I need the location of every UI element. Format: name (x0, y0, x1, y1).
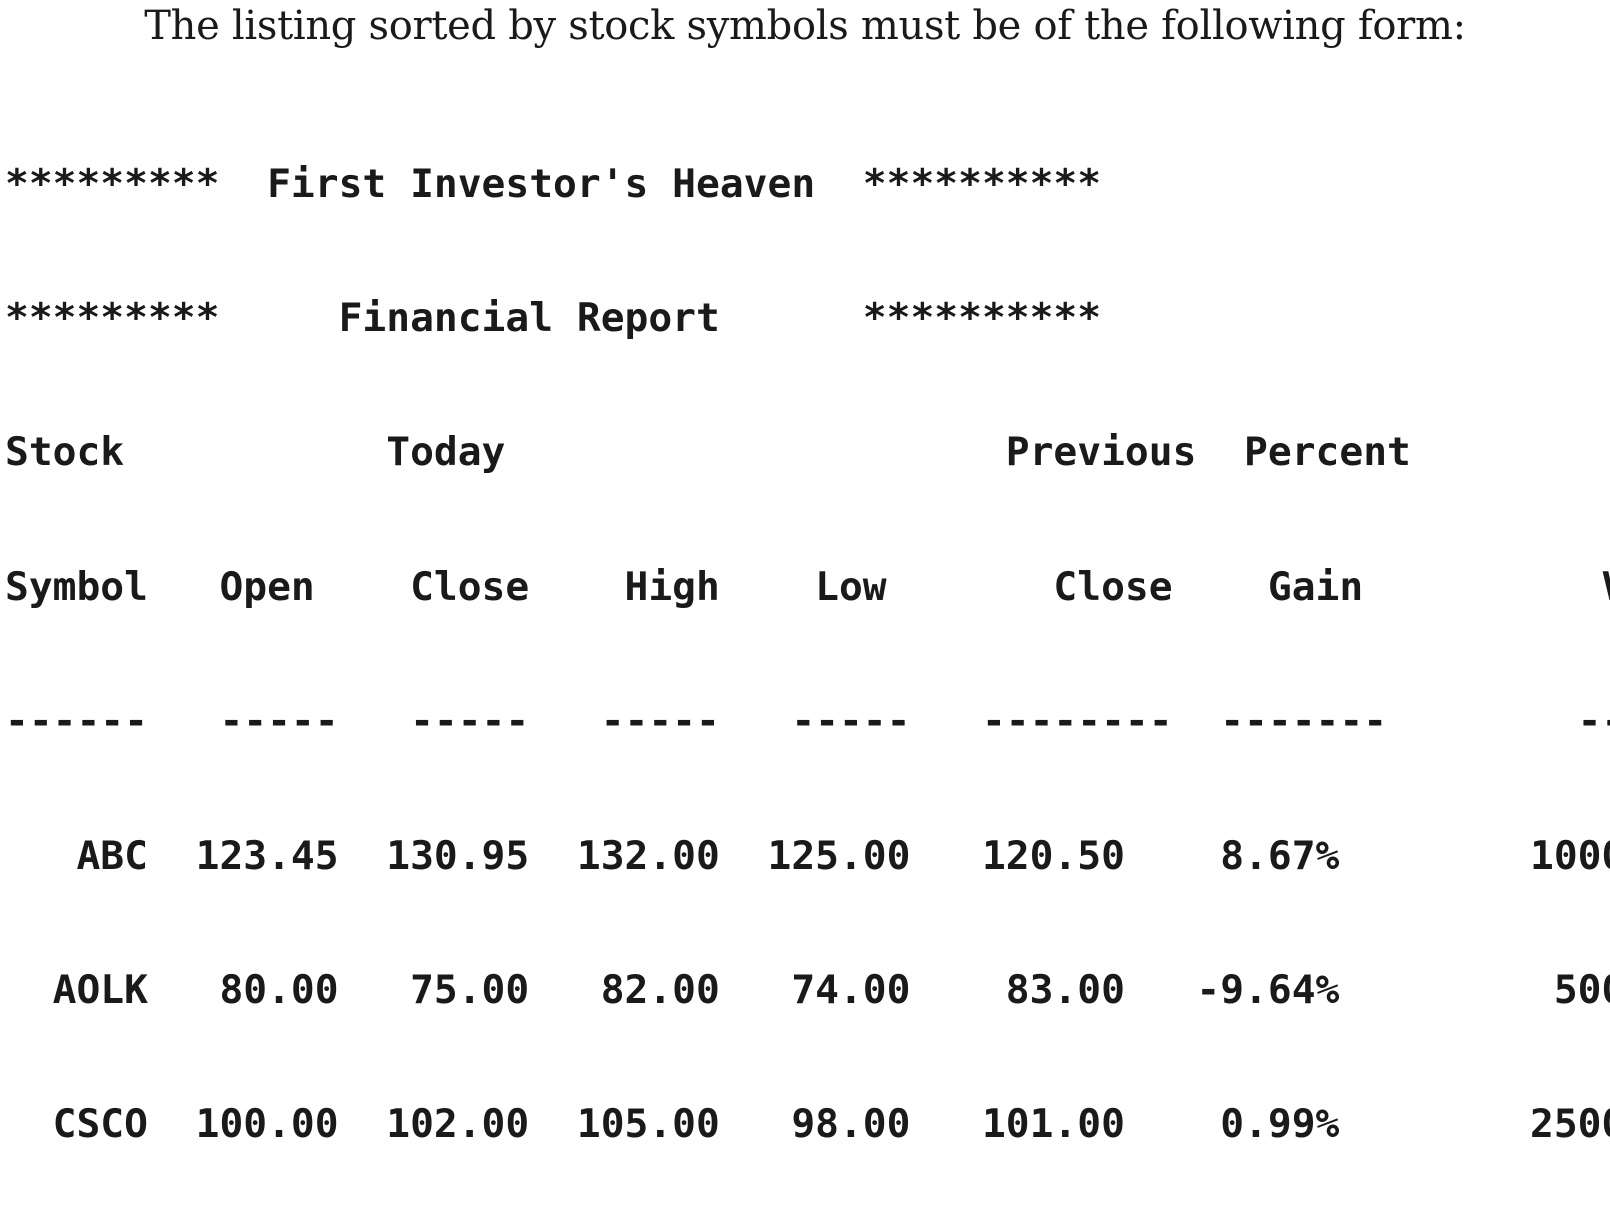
stock-row: ABC 123.45 130.95 132.00 125.00 120.50 8… (5, 832, 1610, 879)
stock-row: AOLK 80.00 75.00 82.00 74.00 83.00 -9.64… (5, 966, 1610, 1013)
banner-title-line: ********* Financial Report ********** (5, 294, 1102, 341)
intro-text: The listing sorted by stock symbols must… (144, 3, 1466, 49)
stock-row: CSCO 100.00 102.00 105.00 98.00 101.00 0… (5, 1101, 1610, 1148)
column-header-row-2: Symbol Open Close High Low Close Gain Vo… (5, 563, 1610, 610)
financial-report: ********* First Investor's Heaven ******… (5, 72, 1610, 1218)
banner-company-line: ********* First Investor's Heaven ******… (5, 160, 1102, 207)
header-separator-row: ------ ----- ----- ----- ----- -------- … (5, 698, 1610, 745)
column-header-row-1: Stock Today Previous Percent (5, 429, 1411, 476)
